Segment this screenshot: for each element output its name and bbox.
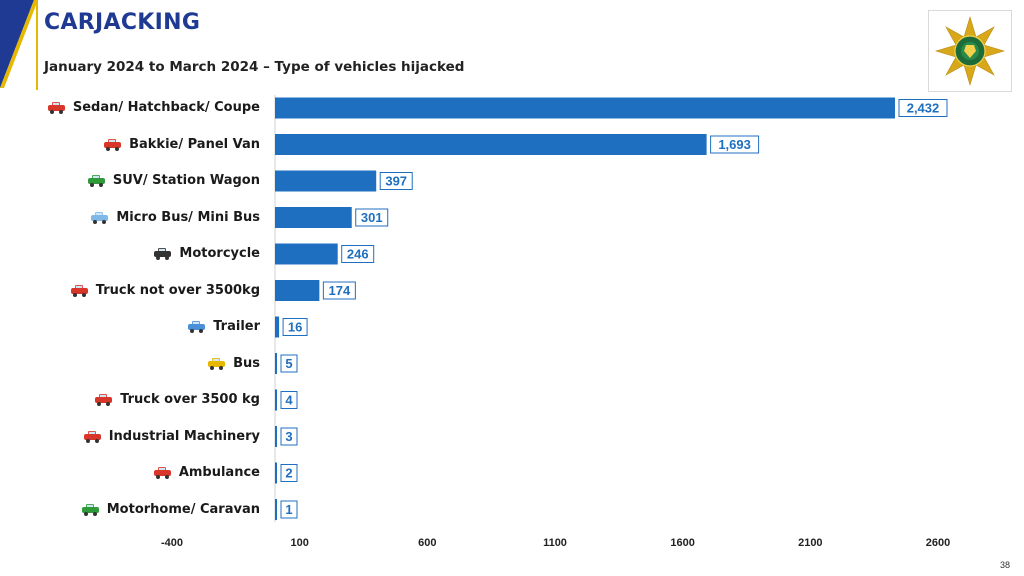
category-label-text: Micro Bus/ Mini Bus xyxy=(116,209,260,225)
saps-logo xyxy=(928,10,1012,92)
x-tick-label: 100 xyxy=(290,537,308,549)
bar xyxy=(275,316,280,338)
saps-star-emblem xyxy=(934,15,1006,87)
truck-icon xyxy=(70,284,90,298)
value-label-box xyxy=(355,208,389,227)
value-label-box xyxy=(280,391,298,409)
data-label: 1 xyxy=(285,502,292,517)
data-label: 2 xyxy=(285,466,292,481)
page-title: CARJACKING xyxy=(44,10,201,35)
category-label: Micro Bus/ Mini Bus xyxy=(90,208,260,228)
bakkie-icon xyxy=(103,138,123,152)
category-label-text: SUV/ Station Wagon xyxy=(112,173,260,188)
value-label-box xyxy=(282,318,308,336)
ambulance-icon xyxy=(153,466,173,480)
category-label: Truck not over 3500kg xyxy=(70,281,260,301)
motorcycle-icon xyxy=(153,247,173,261)
data-label: 2,432 xyxy=(907,101,940,116)
car-icon xyxy=(47,101,67,115)
page-number: 38 xyxy=(999,560,1010,570)
category-label-text: Truck over 3500 kg xyxy=(120,392,260,407)
bar xyxy=(275,280,320,301)
value-label-box xyxy=(379,172,413,190)
value-label-box xyxy=(341,245,375,263)
value-label-box xyxy=(280,354,298,373)
x-tick-label: 2600 xyxy=(926,537,950,549)
category-label: Bus xyxy=(207,354,260,374)
minibus-icon xyxy=(90,211,110,225)
value-label-box xyxy=(280,427,298,446)
title-accent-line xyxy=(36,0,38,90)
category-label: Bakkie/ Panel Van xyxy=(103,135,260,155)
value-label-box xyxy=(280,464,298,482)
category-label-text: Motorhome/ Caravan xyxy=(106,501,260,517)
page-subtitle: January 2024 to March 2024 – Type of veh… xyxy=(44,59,465,75)
value-label-box xyxy=(710,135,760,154)
bar xyxy=(275,389,277,411)
suv-icon xyxy=(87,174,107,188)
category-label: Sedan/ Hatchback/ Coupe xyxy=(47,98,260,118)
category-label-text: Bus xyxy=(233,355,260,371)
bar xyxy=(275,353,277,374)
x-tick-label: 2100 xyxy=(798,537,822,549)
data-label: 3 xyxy=(285,429,292,444)
bar xyxy=(275,462,277,484)
category-label-text: Trailer xyxy=(213,319,260,334)
value-label-box xyxy=(898,99,948,117)
bar xyxy=(275,170,377,192)
category-label: Truck over 3500 kg xyxy=(94,390,260,410)
x-tick-label: 1100 xyxy=(543,537,567,549)
data-label: 301 xyxy=(361,210,383,225)
x-tick-label: 1600 xyxy=(670,537,694,549)
bar xyxy=(275,499,277,520)
category-label: SUV/ Station Wagon xyxy=(87,171,260,191)
category-label-text: Bakkie/ Panel Van xyxy=(129,136,260,152)
category-label: Motorhome/ Caravan xyxy=(81,500,260,520)
data-label: 246 xyxy=(347,247,369,262)
category-label-text: Ambulance xyxy=(178,465,260,480)
bar xyxy=(275,243,338,265)
category-label-text: Motorcycle xyxy=(179,246,260,261)
category-label: Trailer xyxy=(187,317,260,337)
data-label: 397 xyxy=(385,174,407,189)
category-label: Ambulance xyxy=(153,463,260,483)
data-label: 5 xyxy=(285,356,292,371)
data-label: 4 xyxy=(285,393,293,408)
data-label: 174 xyxy=(329,283,351,298)
category-label-text: Industrial Machinery xyxy=(108,428,260,444)
motorhome-icon xyxy=(81,503,101,517)
category-label-text: Sedan/ Hatchback/ Coupe xyxy=(72,100,260,115)
truck-icon xyxy=(94,393,114,407)
data-label: 1,693 xyxy=(718,137,751,152)
category-label: Industrial Machinery xyxy=(83,427,260,447)
value-label-box xyxy=(280,500,298,519)
data-label: 16 xyxy=(288,320,302,335)
bar xyxy=(275,134,707,155)
category-label-text: Truck not over 3500kg xyxy=(95,282,260,298)
trailer-icon xyxy=(187,320,207,334)
factory-icon xyxy=(83,430,103,444)
bar xyxy=(275,426,277,447)
bar xyxy=(275,97,895,119)
value-label-box xyxy=(322,281,356,300)
bar xyxy=(275,207,352,228)
bus-icon xyxy=(207,357,227,371)
x-tick-label: -400 xyxy=(161,537,183,549)
corner-stripe xyxy=(0,0,38,88)
x-tick-label: 600 xyxy=(418,537,436,549)
category-label: Motorcycle xyxy=(153,244,260,264)
